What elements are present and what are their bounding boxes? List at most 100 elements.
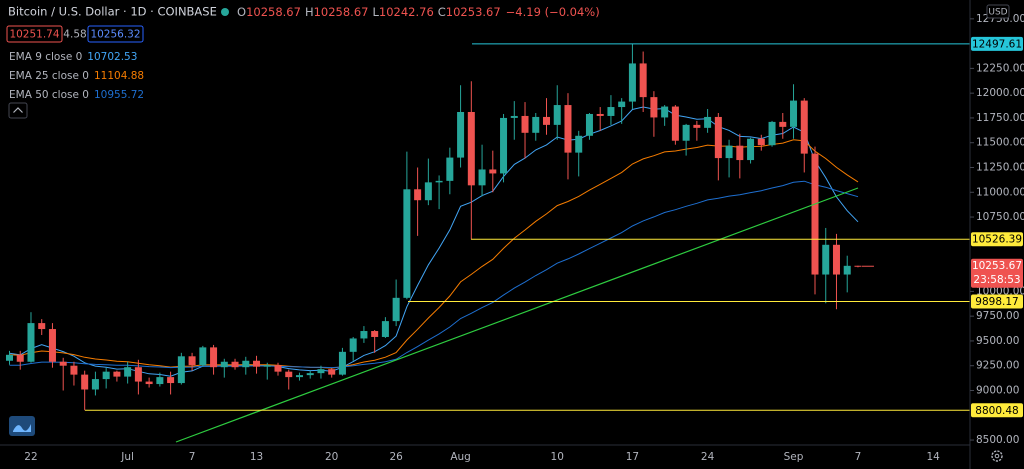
level-label: 10526.39 <box>972 234 1022 246</box>
h-value: 10258.67 <box>314 5 369 19</box>
collapse-button[interactable] <box>8 102 28 119</box>
legend-value: 10702.53 <box>87 51 137 63</box>
candle-body <box>349 338 357 352</box>
x-tick-label: Jul <box>120 451 134 463</box>
candle-body <box>596 113 604 116</box>
candle-body <box>338 351 346 375</box>
y-tick-label: 10750.00 <box>976 211 1024 223</box>
legend-value: 10955.72 <box>94 89 144 101</box>
candle-body <box>564 105 572 153</box>
legend-entry: EMA 25 close 0 11104.88 <box>9 70 144 82</box>
x-tick-label: 10 <box>551 451 564 463</box>
candle-body <box>27 323 35 362</box>
candle-body <box>59 361 67 366</box>
x-tick-label: 22 <box>24 451 37 463</box>
candle-body <box>489 169 497 174</box>
y-tick-label: 8500.00 <box>976 434 1019 446</box>
candle-body <box>532 116 540 133</box>
x-tick-label: Aug <box>450 451 471 463</box>
x-tick-label: 24 <box>701 451 715 463</box>
collapse-icon <box>13 107 23 113</box>
x-tick-label: 14 <box>926 451 940 463</box>
candle-body <box>714 116 722 159</box>
candle-body <box>424 182 432 201</box>
logo-wave <box>13 424 31 432</box>
x-tick-label: 13 <box>250 451 263 463</box>
candle-body <box>693 124 701 128</box>
candle-body <box>575 135 583 153</box>
candle-body <box>6 354 13 361</box>
ask: 10256.32 <box>90 29 140 41</box>
candle-body <box>113 371 121 377</box>
candle-body <box>435 180 443 183</box>
candle-body <box>618 101 626 108</box>
candle-body <box>736 145 744 161</box>
ask-box[interactable] <box>87 25 144 43</box>
y-tick-label: 10000.00 <box>976 285 1024 297</box>
candle-body <box>768 121 776 146</box>
candle-body <box>274 365 282 372</box>
y-tick-label: 11500.00 <box>976 137 1024 149</box>
ema-line <box>9 180 859 369</box>
candle-body <box>371 331 379 337</box>
settings[interactable] <box>991 450 1003 462</box>
x-tick-label: 7 <box>189 451 196 463</box>
candle-body <box>725 145 733 159</box>
currency-box[interactable] <box>986 4 1010 19</box>
legend-entry: EMA 9 close 0 10702.53 <box>9 51 137 63</box>
candle-body <box>585 113 593 136</box>
candle-body <box>682 124 690 141</box>
gear-inner <box>994 453 1000 459</box>
candle-body <box>854 265 862 267</box>
candle-body <box>210 347 218 368</box>
candle-body <box>661 106 669 118</box>
currency: USD <box>988 8 1007 18</box>
plot-area <box>6 43 862 411</box>
spread: 4.58 <box>63 29 86 41</box>
gear-outer <box>991 450 1003 462</box>
candle-body <box>124 367 132 377</box>
candle-body <box>843 265 851 275</box>
level-label-box <box>971 294 1023 309</box>
legend-name: EMA 25 close 0 <box>9 70 89 82</box>
x-tick-label: 7 <box>855 451 862 463</box>
candle-body <box>360 331 368 339</box>
candle-body <box>811 153 819 275</box>
candle-body <box>295 375 303 378</box>
legend-name: EMA 50 close 0 <box>9 89 89 101</box>
candle-body <box>414 189 422 201</box>
y-tick-label: 9250.00 <box>976 360 1019 372</box>
candle-body <box>457 111 465 158</box>
candle-body <box>199 347 207 366</box>
candle-body <box>478 169 486 186</box>
level-label: 8800.48 <box>975 405 1018 417</box>
candle-body <box>285 371 293 378</box>
candle-body <box>188 356 196 366</box>
level-label: 9898.17 <box>975 296 1018 308</box>
y-tick-label: 9500.00 <box>976 335 1019 347</box>
bid-box[interactable] <box>6 25 63 43</box>
candle-body <box>521 115 529 133</box>
candle-body <box>306 373 314 376</box>
logo[interactable] <box>9 416 35 436</box>
last-price-box <box>971 258 1023 288</box>
candle-body <box>822 244 830 275</box>
legend-entry: EMA 50 close 0 10955.72 <box>9 89 144 101</box>
candle-body <box>48 329 56 362</box>
candle-body <box>403 189 411 298</box>
y-tick-label: 12250.00 <box>976 62 1024 74</box>
candle-body <box>242 360 250 368</box>
candle-body <box>543 116 550 125</box>
candle-body <box>628 63 636 102</box>
candle-body <box>650 97 658 118</box>
trend-line <box>175 187 859 443</box>
candle-body <box>779 121 787 127</box>
o-value: 10258.67 <box>246 5 301 19</box>
candle-body <box>500 117 508 174</box>
y-tick-label: 11000.00 <box>976 186 1024 198</box>
candle-body <box>317 369 325 374</box>
candle-body <box>167 377 175 384</box>
candle-body <box>220 361 228 368</box>
candle-body <box>91 379 99 390</box>
